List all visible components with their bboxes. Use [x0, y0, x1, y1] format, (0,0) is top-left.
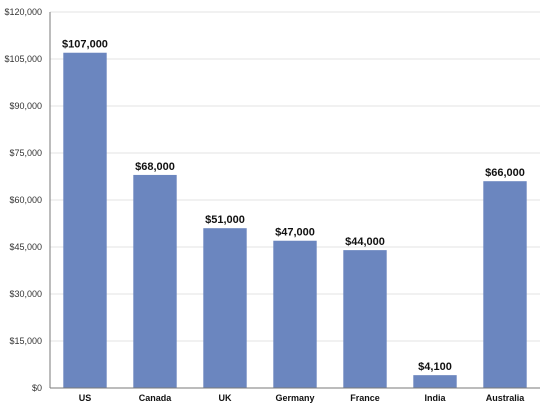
x-tick-label: Canada: [139, 393, 173, 403]
y-tick-label: $60,000: [9, 195, 42, 205]
data-label: $44,000: [345, 236, 385, 248]
data-label: $107,000: [62, 39, 108, 51]
x-tick-label: Australia: [486, 393, 526, 403]
data-labels: $107,000 $68,000 $51,000 $47,000 $44,000 $4,1…: [62, 39, 525, 373]
bar: [343, 250, 387, 388]
y-tick-label: $0: [32, 383, 42, 393]
x-tick-label: India: [424, 393, 446, 403]
bar: [413, 375, 457, 388]
y-tick-label: $75,000: [9, 148, 42, 158]
y-tick-label: $45,000: [9, 242, 42, 252]
data-label: $66,000: [485, 167, 525, 179]
bar: [483, 181, 527, 388]
bar: [273, 240, 317, 388]
x-tick-label: UK: [219, 393, 232, 403]
y-tick-label: $30,000: [9, 289, 42, 299]
data-label: $68,000: [135, 161, 175, 173]
y-tick-label: $90,000: [9, 101, 42, 111]
y-tick-label: $15,000: [9, 336, 42, 346]
bar: [203, 228, 247, 388]
data-label: $51,000: [205, 214, 245, 226]
x-tick-label: France: [350, 393, 380, 403]
data-label: $47,000: [275, 227, 315, 239]
y-tick-label: $120,000: [4, 7, 42, 17]
bars: [63, 52, 527, 388]
x-tick-label: US: [79, 393, 92, 403]
y-tick-label: $105,000: [4, 54, 42, 64]
x-axis-ticks: US Canada UK Germany France India Australia: [79, 393, 526, 403]
y-axis-ticks: $0 $15,000 $30,000 $45,000 $60,000 $75,000 $90…: [4, 7, 42, 393]
data-label: $4,100: [418, 361, 452, 373]
x-tick-label: Germany: [275, 393, 314, 403]
bar: [133, 174, 177, 388]
bar: [63, 52, 107, 388]
